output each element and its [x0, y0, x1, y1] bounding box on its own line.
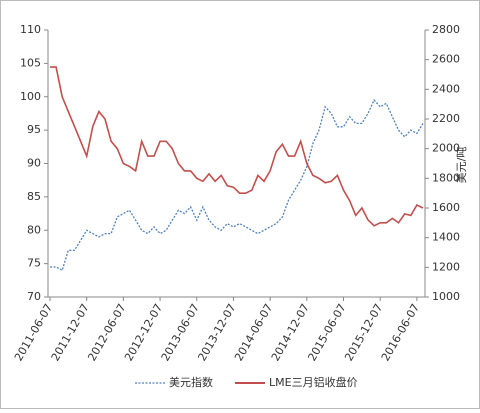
y2-tick-label: 2800 — [432, 23, 460, 36]
y2-tick-label: 2400 — [432, 82, 460, 95]
y2-tick-label: 1000 — [432, 290, 460, 303]
legend-label: LME三月铝收盘价 — [269, 375, 358, 389]
y2-tick-label: 1600 — [432, 201, 460, 214]
legend-label: 美元指数 — [169, 375, 213, 389]
y2-tick-label: 2000 — [432, 142, 460, 155]
y-tick-label: 100 — [20, 90, 41, 103]
y2-tick-label: 1400 — [432, 231, 460, 244]
y-tick-label: 90 — [27, 157, 41, 170]
y-tick-label: 85 — [27, 190, 41, 203]
y2-axis-label: 美元/吨 — [455, 147, 468, 184]
y2-tick-label: 2200 — [432, 112, 460, 125]
y2-tick-label: 2600 — [432, 53, 460, 66]
series-line — [50, 66, 424, 227]
y-tick-label: 95 — [27, 123, 41, 136]
y-tick-label: 105 — [20, 56, 41, 69]
y-tick-label: 80 — [27, 223, 41, 236]
y-tick-label: 70 — [27, 290, 41, 303]
y-tick-label: 110 — [20, 23, 41, 36]
y2-tick-label: 1200 — [432, 260, 460, 273]
y2-tick-label: 1800 — [432, 171, 460, 184]
y-tick-label: 75 — [27, 257, 41, 270]
series-line — [50, 98, 424, 272]
